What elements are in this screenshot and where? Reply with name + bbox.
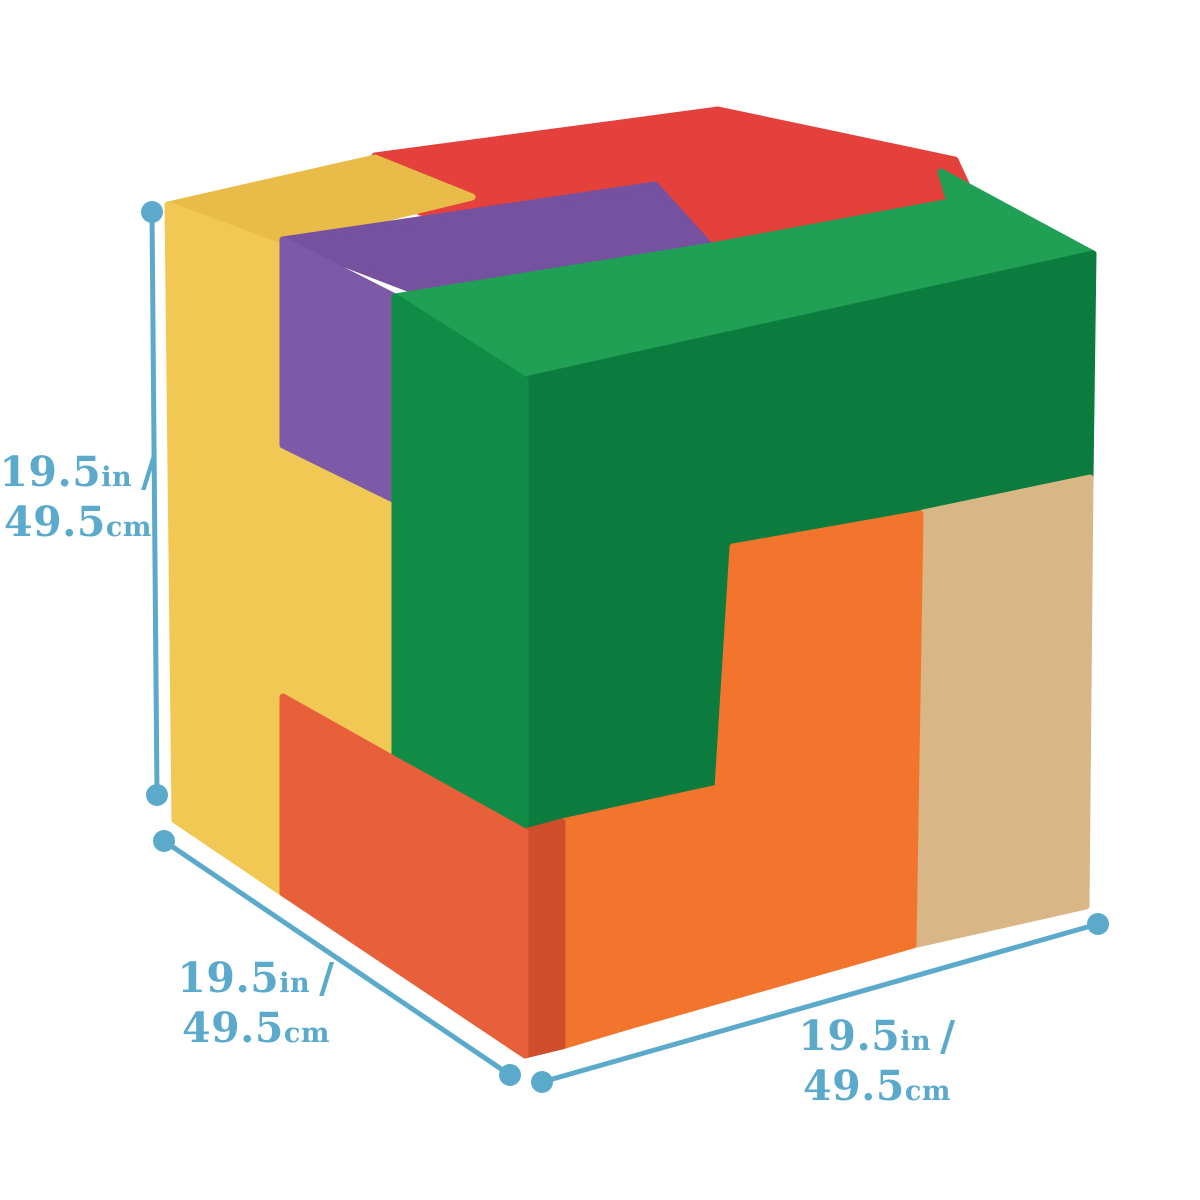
depth-cm-unit: cm: [283, 1018, 330, 1049]
width-slash: /: [940, 1012, 956, 1060]
dimension-endpoint-dot: [499, 1064, 521, 1086]
height-inches-value: 19.5: [0, 448, 102, 496]
depth-inches-value: 19.5: [177, 954, 280, 1002]
width-dimension-label: 19.5in / 49.5cm: [798, 1011, 955, 1111]
dimension-endpoint-dot: [153, 830, 175, 852]
width-cm-value: 49.5: [803, 1062, 905, 1110]
tan-block-right-face: [909, 474, 1094, 949]
orange-block-end-face: [521, 818, 566, 1059]
dimension-endpoint-dot: [146, 784, 168, 806]
depth-slash: /: [319, 954, 335, 1002]
height-slash: /: [141, 448, 157, 496]
dimension-endpoint-dot: [1087, 913, 1109, 935]
height-cm-unit: cm: [105, 512, 152, 543]
height-cm-value: 49.5: [4, 498, 106, 546]
orange-block-front-face: [279, 693, 529, 1059]
depth-dimension-line: [153, 830, 521, 1086]
depth-dimension-label: 19.5in / 49.5cm: [177, 953, 334, 1053]
height-dimension-line: [141, 201, 168, 806]
height-inches-unit: in: [101, 462, 133, 493]
dimension-endpoint-dot: [141, 201, 163, 223]
depth-cm-value: 49.5: [182, 1004, 284, 1052]
width-dimension-line: [531, 913, 1109, 1093]
width-inches-unit: in: [900, 1026, 932, 1057]
depth-inches-unit: in: [279, 968, 311, 999]
dimension-endpoint-dot: [531, 1071, 553, 1093]
green-block-front-face: [391, 293, 529, 836]
orange-block-right-face: [558, 510, 924, 1050]
width-cm-unit: cm: [904, 1076, 951, 1107]
width-inches-value: 19.5: [798, 1012, 901, 1060]
height-dimension-label: 19.5in / 49.5cm: [0, 447, 157, 547]
